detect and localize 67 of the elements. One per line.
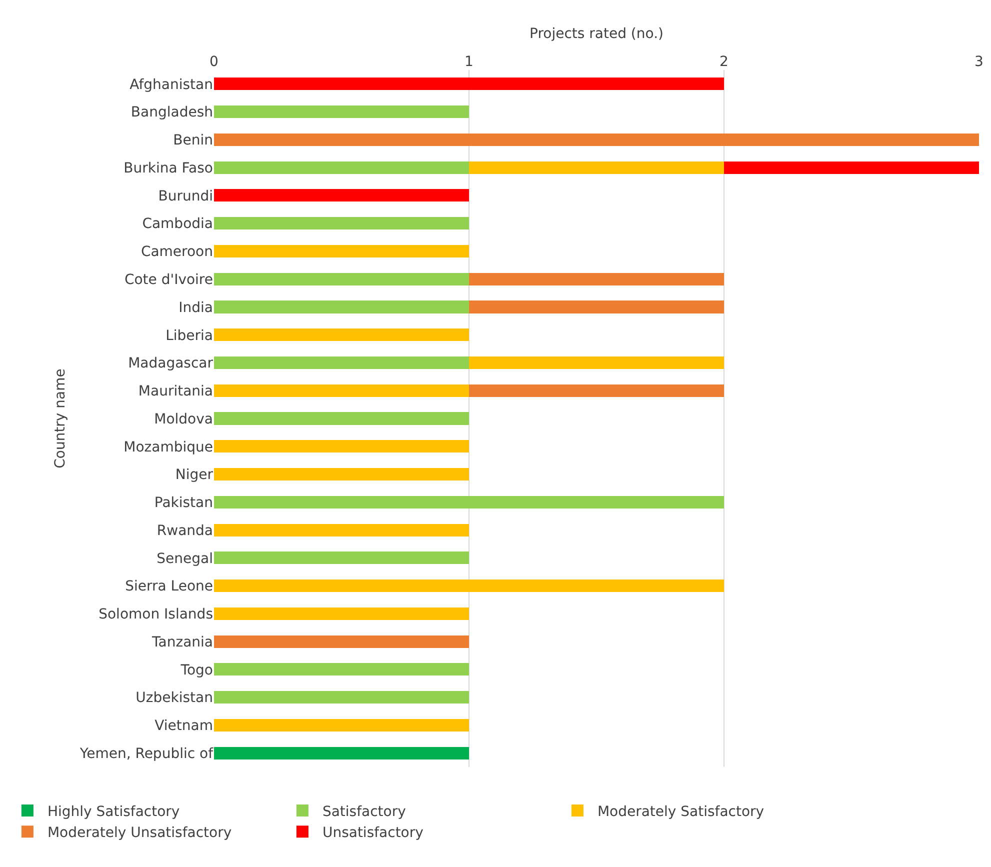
x-axis-title: Projects rated (no.)	[530, 26, 664, 42]
bar	[214, 384, 469, 397]
y-tick-label: Liberia	[166, 328, 213, 344]
legend-label: Satisfactory	[322, 804, 406, 820]
bar	[214, 607, 469, 620]
bar	[469, 161, 724, 174]
bar	[214, 300, 469, 314]
y-tick-label: Cameroon	[140, 244, 213, 260]
bar	[214, 328, 469, 342]
bar	[214, 580, 724, 592]
bar	[214, 161, 469, 174]
bar	[214, 468, 469, 481]
legend-label: Unsatisfactory	[322, 825, 424, 842]
y-axis-title: Country name	[52, 368, 68, 468]
bar	[214, 496, 724, 508]
y-tick-label: Burkina Faso	[124, 160, 213, 176]
bar	[469, 384, 724, 397]
y-tick-label: Solomon Islands	[98, 606, 213, 623]
legend-label: Highly Satisfactory	[47, 804, 180, 820]
x-tick-label: 0	[210, 54, 218, 70]
x-tick-label: 2	[720, 54, 728, 70]
y-tick-label: Bangladesh	[130, 104, 213, 121]
bar	[724, 161, 979, 174]
y-tick-label: Tanzania	[151, 634, 213, 650]
y-tick-label: Pakistan	[154, 495, 213, 512]
y-tick-label: India	[178, 300, 213, 316]
y-tick-label: Senegal	[156, 550, 213, 567]
legend-label: Moderately Unsatisfactory	[47, 825, 232, 842]
bar	[214, 272, 469, 286]
bar	[214, 244, 469, 258]
y-tick-label: Niger	[175, 467, 214, 484]
bar	[214, 440, 469, 453]
y-tick-label: Cambodia	[142, 216, 213, 232]
y-tick-label: Cote d'Ivoire	[124, 272, 213, 288]
x-tick-label: 1	[464, 54, 474, 70]
bar	[214, 356, 469, 370]
bar	[214, 718, 469, 732]
bar	[214, 691, 469, 704]
bar	[214, 746, 469, 760]
y-tick-label: Benin	[173, 132, 213, 149]
y-tick-label: Rwanda	[156, 522, 213, 539]
y-tick-label: Mauritania	[138, 384, 213, 400]
legend-label: Moderately Satisfactory	[597, 804, 764, 820]
y-tick-label: Mozambique	[124, 439, 213, 456]
y-tick-label: Madagascar	[128, 356, 214, 372]
y-tick-label: Yemen, Republic of	[78, 746, 214, 762]
y-tick-label: Uzbekistan	[136, 690, 213, 706]
y-tick-label: Moldova	[154, 411, 213, 428]
bar	[469, 300, 724, 314]
bar	[214, 78, 724, 90]
bar	[214, 217, 469, 230]
bar	[214, 189, 469, 202]
x-tick-label: 3	[974, 54, 984, 70]
bar	[214, 663, 469, 676]
bar	[214, 106, 469, 118]
bar	[469, 356, 724, 370]
bar	[469, 272, 724, 286]
y-tick-label: Burundi	[158, 188, 213, 204]
y-tick-label: Vietnam	[154, 718, 213, 734]
y-tick-label: Togo	[180, 662, 213, 678]
y-tick-label: Afghanistan	[130, 76, 213, 93]
bar	[214, 133, 979, 146]
bar	[214, 552, 469, 564]
y-tick-label: Sierra Leone	[125, 578, 213, 595]
bar	[214, 524, 469, 536]
bar	[214, 635, 469, 648]
bar	[214, 412, 469, 425]
